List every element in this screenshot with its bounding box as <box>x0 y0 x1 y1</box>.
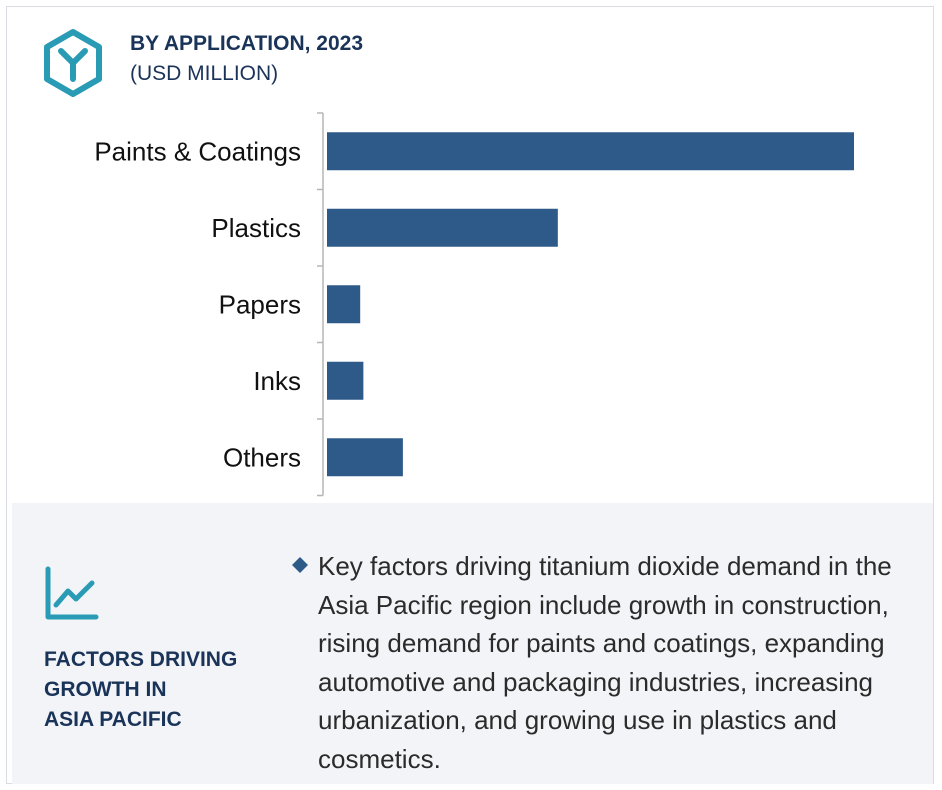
chart-subtitle: (USD MILLION) <box>130 62 279 85</box>
bar <box>327 132 854 171</box>
category-labels: Paints & Coatings Plastics Papers Inks Other… <box>94 136 301 472</box>
hexagon-y-logo-icon <box>44 29 102 97</box>
bar <box>327 438 403 477</box>
category-label: Paints & Coatings <box>94 136 301 166</box>
bar <box>327 208 558 247</box>
panel-heading: FACTORS DRIVING GROWTH IN ASIA PACIFIC <box>44 645 284 735</box>
panel-heading-line: GROWTH IN <box>44 678 167 701</box>
category-label: Papers <box>219 289 301 319</box>
trend-chart-icon <box>45 566 99 620</box>
chart-title: BY APPLICATION, 2023 <box>130 32 364 55</box>
bar-chart: Paints & Coatings Plastics Papers Inks Other… <box>94 112 854 497</box>
growth-factors-panel: FACTORS DRIVING GROWTH IN ASIA PACIFIC K… <box>12 503 933 784</box>
panel-heading-line: FACTORS DRIVING <box>44 648 238 671</box>
bullet-text: Key factors driving titanium dioxide dem… <box>318 551 892 774</box>
bar <box>327 361 364 400</box>
y-axis <box>317 112 324 497</box>
bars <box>327 132 854 477</box>
category-label: Plastics <box>211 213 301 243</box>
diamond-bullet-icon <box>292 557 308 573</box>
panel-heading-line: ASIA PACIFIC <box>44 708 182 731</box>
category-label: Others <box>223 442 301 472</box>
category-label: Inks <box>253 366 301 396</box>
bar <box>327 285 361 324</box>
